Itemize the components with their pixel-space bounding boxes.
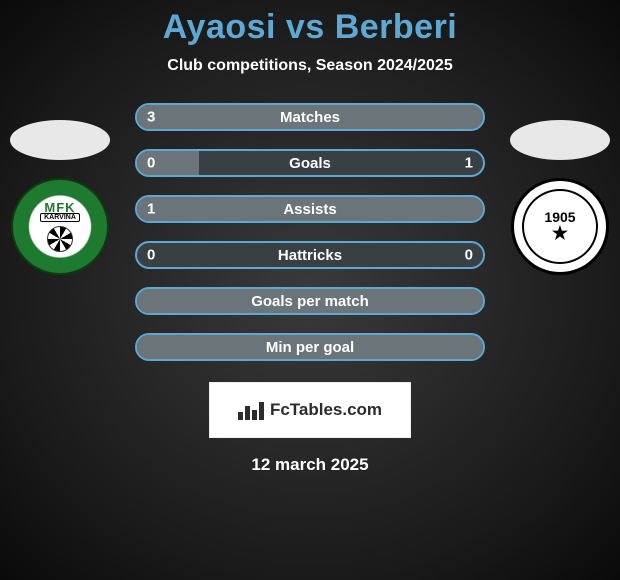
stat-label: Min per goal [266,339,354,356]
star-icon: ★ [552,223,568,244]
stat-value-left: 1 [147,201,155,218]
stat-label: Hattricks [278,247,342,264]
player-avatar-placeholder-right [510,120,610,160]
stat-row: 1 Assists [135,195,485,223]
stat-value-right: 0 [465,247,473,264]
badge-text-sub: KARVINÁ [40,213,80,222]
stat-value-left: 3 [147,109,155,126]
stat-label: Assists [283,201,336,218]
club-badge-dynamo: 1905 ★ [511,178,609,275]
stat-row: Min per goal [135,333,485,361]
right-player-block: 1905 ★ [510,120,610,275]
stat-label: Matches [280,109,340,126]
site-name: FcTables.com [270,400,382,420]
page-subtitle: Club competitions, Season 2024/2025 [167,57,452,75]
stat-row: Goals per match [135,287,485,315]
left-player-block: MFK KARVINÁ [10,120,110,275]
soccer-ball-icon [47,226,73,252]
stat-row: 3 Matches [135,103,485,131]
site-badge: FcTables.com [210,383,410,437]
bar-chart-icon [238,400,264,420]
stat-label: Goals per match [251,293,369,310]
stat-value-left: 0 [147,155,155,172]
date-text: 12 march 2025 [251,455,368,475]
club-badge-karvina: MFK KARVINÁ [11,178,109,275]
player-avatar-placeholder-left [10,120,110,160]
stat-row: 0 Hattricks 0 [135,241,485,269]
page-title: Ayaosi vs Berberi [163,8,458,47]
stat-row: 0 Goals 1 [135,149,485,177]
stat-label: Goals [289,155,331,172]
stat-value-right: 1 [465,155,473,172]
stat-value-left: 0 [147,247,155,264]
